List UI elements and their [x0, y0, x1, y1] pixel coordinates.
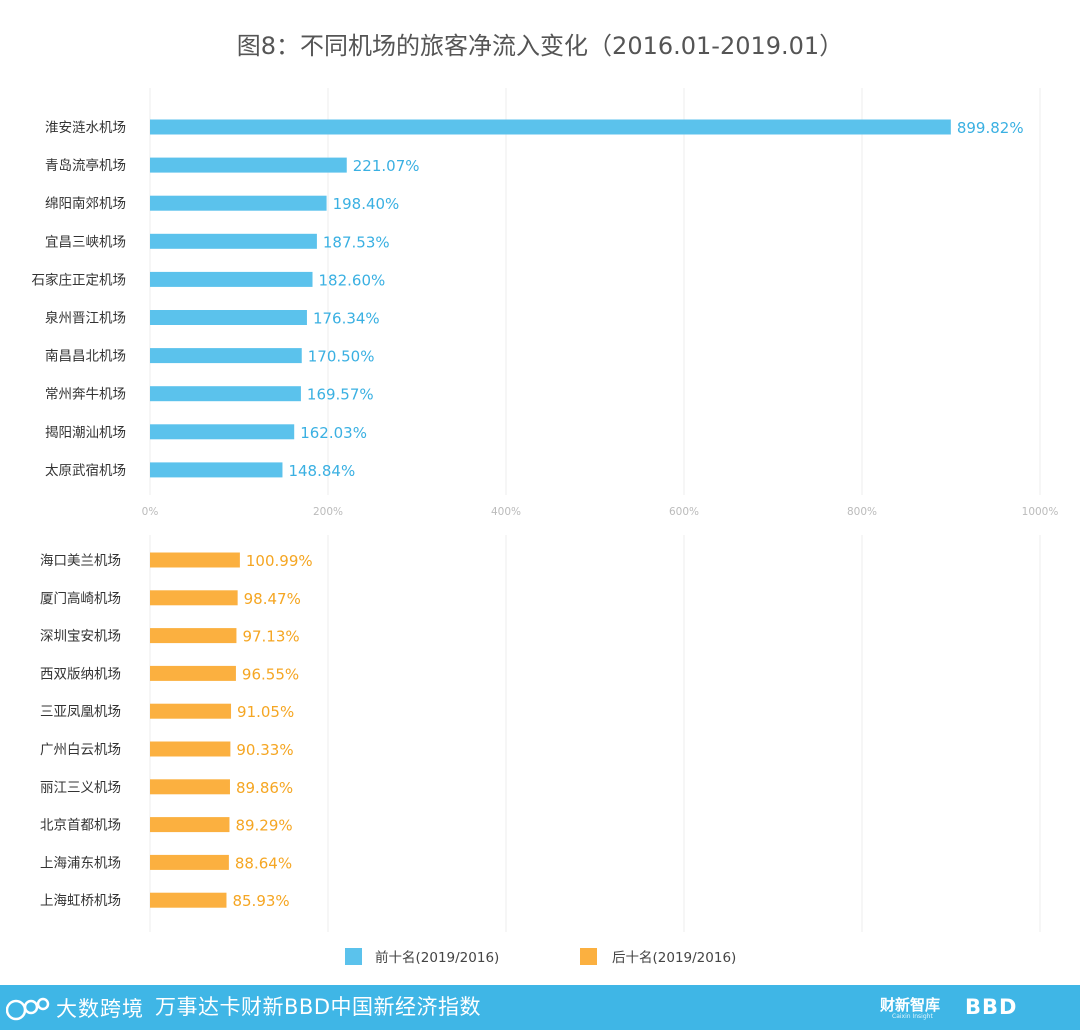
bar: [150, 348, 302, 364]
data-label: 100.99%: [246, 552, 313, 570]
legend-swatch: [580, 948, 597, 965]
bar: [150, 854, 229, 870]
data-label: 97.13%: [242, 628, 299, 646]
category-label: 海口美兰机场: [40, 553, 121, 569]
data-label: 176.34%: [313, 310, 380, 328]
x-tick-label: 200%: [313, 506, 343, 518]
category-label: 泉州晋江机场: [45, 310, 126, 327]
x-tick-label: 800%: [847, 506, 877, 518]
data-label: 85.93%: [232, 892, 289, 910]
legend-label: 后十名(2019/2016): [612, 950, 736, 966]
x-tick-label: 600%: [669, 506, 699, 518]
bar: [150, 779, 230, 795]
footer-brand-bbd: BBD: [965, 995, 1018, 1019]
category-label: 西双版纳机场: [40, 666, 121, 682]
legend-label: 前十名(2019/2016): [375, 949, 499, 966]
category-label: 青岛流亭机场: [45, 157, 126, 174]
footer-banner: 大数跨境 万事达卡财新BBD中国新经济指数 财新智库 Caixin Insigh…: [0, 985, 1080, 1030]
chart-canvas: 0% 200% 400% 600% 800% 1000% 淮安涟水机场 899.82% 青岛流亭…: [32, 88, 1059, 966]
category-label: 南昌昌北机场: [45, 349, 126, 365]
category-label: 北京首都机场: [40, 818, 121, 834]
footer-brand-caixin: 财新智库: [880, 996, 941, 1014]
bar: [150, 665, 236, 681]
data-label: 90.33%: [236, 741, 293, 759]
data-label: 98.47%: [244, 590, 301, 608]
bar: [150, 424, 295, 440]
data-label: 221.07%: [353, 157, 420, 175]
bar: [150, 386, 301, 402]
footer-logo: 大数跨境: [5, 991, 144, 1025]
bar: [150, 628, 237, 644]
category-label: 广州白云机场: [40, 742, 121, 758]
category-label: 淮安涟水机场: [45, 120, 126, 136]
bar: [150, 119, 951, 135]
category-label: 三亚凤凰机场: [40, 704, 121, 720]
category-label: 宜昌三峡机场: [45, 234, 126, 250]
footer-title: 万事达卡财新BBD中国新经济指数: [155, 995, 481, 1019]
bar: [150, 703, 232, 719]
footer-brand-caixin-sub: Caixin Insight: [892, 1013, 933, 1020]
footer-logo-text: 大数跨境: [56, 997, 144, 1021]
bar: [150, 892, 227, 908]
data-label: 198.40%: [333, 195, 400, 213]
bar: [150, 817, 230, 833]
category-label: 上海虹桥机场: [40, 893, 121, 909]
category-label: 石家庄正定机场: [32, 271, 127, 288]
category-label: 丽江三义机场: [40, 780, 121, 796]
bar: [150, 157, 347, 173]
category-label: 揭阳潮汕机场: [45, 425, 126, 441]
data-label: 169.57%: [307, 386, 374, 404]
category-label: 常州奔牛机场: [45, 387, 126, 403]
category-label: 太原武宿机场: [45, 462, 126, 479]
category-label: 厦门高崎机场: [40, 590, 121, 607]
data-label: 187.53%: [323, 233, 390, 251]
bar: [150, 310, 307, 325]
bar: [150, 271, 313, 287]
category-label: 上海浦东机场: [40, 855, 121, 871]
bar: [150, 552, 240, 568]
bar: [150, 741, 231, 757]
bar: [150, 233, 317, 249]
data-label: 162.03%: [300, 424, 367, 442]
category-label: 绵阳南郊机场: [45, 195, 126, 212]
data-label: 170.50%: [308, 348, 375, 366]
x-tick-label: 400%: [491, 506, 521, 518]
x-tick-label: 1000%: [1022, 506, 1059, 518]
logo-mark-icon: [5, 993, 50, 1023]
chart-title: 图8：不同机场的旅客净流入变化（2016.01-2019.01）: [236, 32, 844, 60]
data-label: 91.05%: [237, 703, 294, 721]
legend-swatch: [345, 948, 362, 965]
data-label: 182.60%: [319, 271, 386, 289]
bar: [150, 195, 327, 211]
bar: [150, 590, 238, 606]
data-label: 88.64%: [235, 854, 292, 872]
data-label: 89.86%: [236, 779, 293, 797]
category-label: 深圳宝安机场: [40, 629, 121, 645]
data-label: 89.29%: [235, 817, 292, 835]
x-tick-label: 0%: [142, 506, 159, 518]
data-label: 148.84%: [288, 462, 355, 480]
data-label: 899.82%: [957, 119, 1024, 137]
bar: [150, 462, 283, 478]
data-label: 96.55%: [242, 665, 299, 683]
